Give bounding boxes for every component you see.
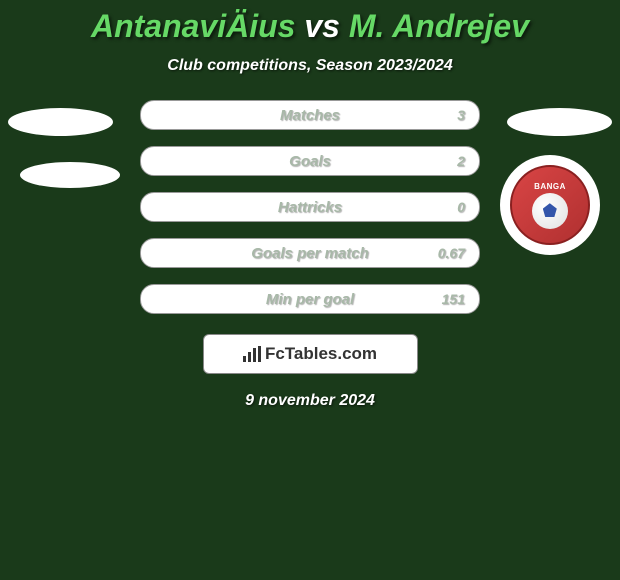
brand-text: FcTables.com [265,344,377,364]
stat-label: Hattricks [278,199,342,216]
stat-row-hattricks: Hattricks 0 [140,192,480,222]
stat-row-goals-per-match: Goals per match 0.67 [140,238,480,268]
stats-container: BANGA Matches 3 Goals 2 Hattricks 0 Goal… [0,100,620,410]
stat-rows: Matches 3 Goals 2 Hattricks 0 Goals per … [140,100,480,314]
club-badge-inner: BANGA [510,165,590,245]
bar-chart-icon [243,346,261,362]
player1-placeholder-icon [8,108,113,136]
stat-value: 0.67 [438,245,465,261]
player2-name: M. Andrejev [349,8,529,44]
stat-row-min-per-goal: Min per goal 151 [140,284,480,314]
stat-row-goals: Goals 2 [140,146,480,176]
player1-name: AntanaviÄius [91,8,295,44]
stat-value: 151 [442,291,465,307]
stat-label: Matches [280,107,340,124]
stat-label: Goals per match [251,245,369,262]
brand-box[interactable]: FcTables.com [203,334,418,374]
stat-value: 0 [457,199,465,215]
stat-row-matches: Matches 3 [140,100,480,130]
vs-text: vs [304,8,340,44]
comparison-title: AntanaviÄius vs M. Andrejev [0,0,620,45]
club-badge-name: BANGA [534,182,566,191]
date-text: 9 november 2024 [0,392,620,410]
stat-label: Min per goal [266,291,354,308]
player2-club-badge: BANGA [500,155,600,255]
stat-value: 3 [457,107,465,123]
player1-club-placeholder-icon [20,162,120,188]
stat-value: 2 [457,153,465,169]
stat-label: Goals [289,153,331,170]
season-subtitle: Club competitions, Season 2023/2024 [0,57,620,75]
football-icon [532,193,568,229]
player2-placeholder-icon [507,108,612,136]
